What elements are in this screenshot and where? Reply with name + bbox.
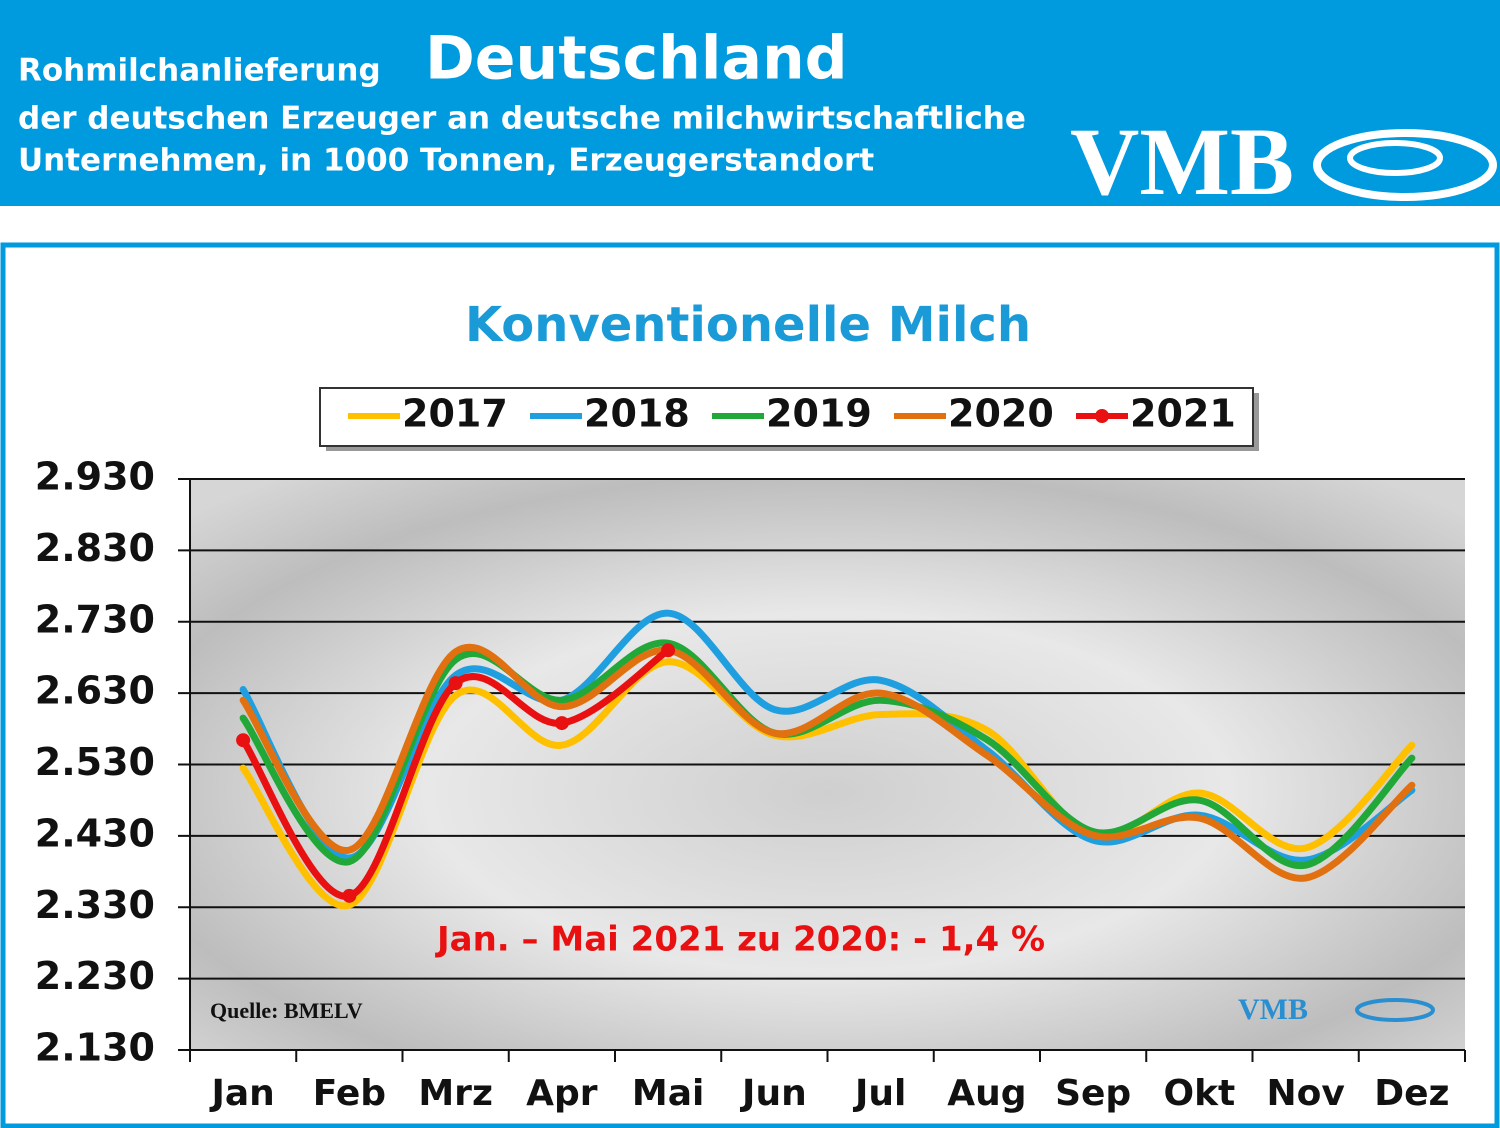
logo-swirl — [1313, 129, 1497, 201]
y-tick-label: 2.130 — [35, 1026, 155, 1070]
x-tick-label: Jan — [208, 1073, 274, 1114]
watermark-swirl — [1355, 998, 1435, 1022]
x-tick-label: Apr — [526, 1073, 598, 1114]
x-tick-label: Mrz — [418, 1073, 493, 1114]
header-band — [0, 0, 1500, 206]
series-marker — [554, 716, 569, 731]
legend-label: 2019 — [766, 392, 872, 436]
series-marker — [448, 676, 463, 691]
legend-label: 2020 — [948, 392, 1054, 436]
source: Quelle: BMELV — [210, 998, 363, 1023]
legend-label: 2021 — [1130, 392, 1236, 436]
header-logo: VMB — [1070, 108, 1294, 215]
x-tick-label: Jun — [739, 1073, 807, 1114]
legend-label: 2018 — [584, 392, 690, 436]
y-tick-label: 2.230 — [35, 954, 155, 998]
x-tick-label: Sep — [1055, 1073, 1131, 1114]
chart-title: Konventionelle Milch — [465, 297, 1031, 353]
series-marker — [342, 888, 357, 903]
header-subtitle: der deutschen Erzeuger an deutsche milch… — [18, 101, 1026, 137]
y-tick-label: 2.530 — [35, 740, 155, 784]
series-line — [239, 646, 672, 900]
header-label: Rohmilchanlieferung — [18, 53, 381, 89]
series-line — [239, 643, 1416, 882]
logo-swirl — [1347, 140, 1443, 176]
series-marker — [236, 733, 251, 748]
y-tick-label: 2.730 — [35, 597, 155, 641]
header-title: Deutschland — [425, 24, 848, 94]
y-tick-label: 2.930 — [35, 455, 155, 499]
x-tick-label: Jul — [852, 1073, 906, 1114]
y-tick-label: 2.830 — [35, 526, 155, 570]
x-tick-label: Aug — [947, 1073, 1026, 1114]
x-tick-label: Feb — [313, 1073, 386, 1114]
y-tick-label: 2.630 — [35, 669, 155, 713]
header-subtitle: Unternehmen, in 1000 Tonnen, Erzeugersta… — [18, 143, 874, 179]
legend-marker — [1095, 409, 1109, 423]
legend-label: 2017 — [402, 392, 508, 436]
annotation: Jan. – Mai 2021 zu 2020: - 1,4 % — [435, 920, 1045, 960]
y-tick-label: 2.330 — [35, 883, 155, 927]
x-tick-label: Mai — [632, 1073, 704, 1114]
watermark: VMB — [1238, 993, 1308, 1026]
series-marker — [661, 643, 676, 658]
y-tick-label: 2.430 — [35, 811, 155, 855]
x-tick-label: Okt — [1163, 1073, 1235, 1114]
x-tick-label: Nov — [1266, 1073, 1344, 1114]
x-tick-label: Dez — [1374, 1073, 1449, 1114]
